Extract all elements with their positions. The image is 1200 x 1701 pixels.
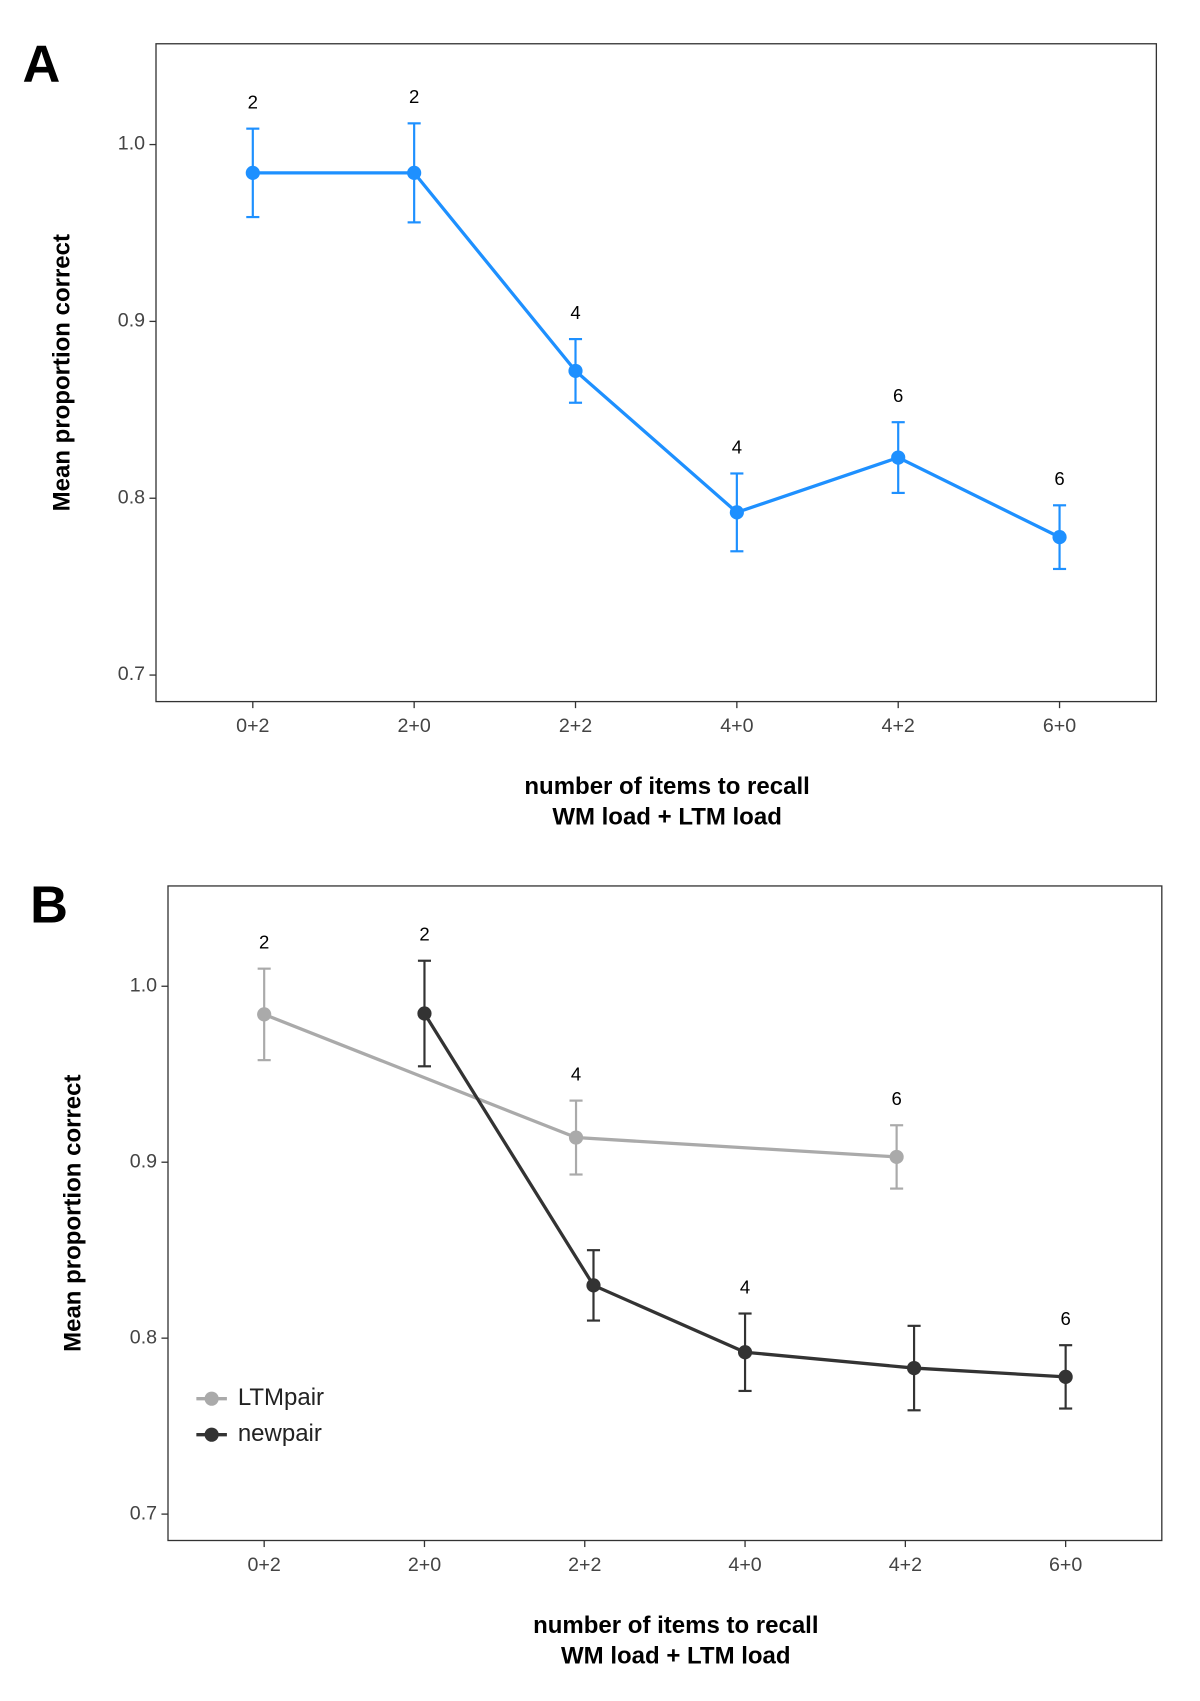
point	[245, 165, 260, 180]
x-tick-label: 2+0	[408, 1554, 441, 1576]
point-label: 6	[1060, 1308, 1070, 1329]
plot-border	[155, 43, 1158, 703]
point	[729, 505, 744, 520]
point	[417, 1006, 432, 1021]
point-label: 6	[891, 1088, 901, 1109]
point-label: 2	[259, 931, 269, 952]
y-axis-title: Mean proportion correct	[49, 234, 76, 511]
point	[1058, 1369, 1073, 1384]
x-axis-title: number of items to recall	[533, 1612, 818, 1639]
point-label: 4	[570, 302, 580, 323]
x-axis-title: WM load + LTM load	[552, 804, 782, 831]
x-tick-label: 4+0	[728, 1554, 761, 1576]
legend-marker	[204, 1427, 219, 1442]
point	[257, 1007, 272, 1022]
point	[1052, 530, 1067, 545]
y-tick-label: 0.9	[118, 310, 145, 332]
y-tick-label: 0.7	[130, 1502, 157, 1524]
x-tick-label: 0+2	[248, 1554, 281, 1576]
x-tick-label: 2+0	[398, 715, 431, 737]
x-axis-title: number of items to recall	[524, 773, 809, 800]
point	[737, 1345, 753, 1360]
point-label: 4	[571, 1063, 581, 1084]
point-label: 6	[1054, 468, 1064, 489]
panel-label: A	[23, 36, 61, 94]
y-tick-label: 1.0	[118, 133, 145, 155]
point-label: 2	[419, 924, 429, 945]
x-tick-label: 6+0	[1043, 715, 1076, 737]
legend-label: newpair	[238, 1420, 322, 1447]
plot-border	[167, 885, 1163, 1542]
point	[586, 1278, 601, 1293]
point	[568, 1130, 584, 1145]
legend-marker	[204, 1391, 219, 1406]
y-tick-label: 0.9	[130, 1150, 157, 1172]
x-tick-label: 2+2	[559, 715, 592, 737]
y-tick-label: 0.8	[130, 1326, 157, 1348]
x-tick-label: 4+0	[720, 715, 753, 737]
y-axis-title: Mean proportion correct	[60, 1075, 87, 1352]
point	[906, 1360, 922, 1376]
point	[889, 1149, 904, 1165]
point	[891, 450, 906, 465]
point	[407, 165, 422, 180]
y-tick-label: 1.0	[130, 974, 157, 996]
y-tick-label: 0.7	[118, 663, 145, 685]
y-tick-label: 0.8	[118, 486, 145, 508]
point-label: 6	[893, 385, 903, 406]
x-tick-label: 6+0	[1049, 1554, 1082, 1576]
point-label: 4	[732, 436, 742, 457]
point-label: 2	[409, 86, 419, 107]
x-axis-title: WM load + LTM load	[561, 1643, 791, 1670]
x-tick-label: 2+2	[568, 1554, 601, 1576]
point	[568, 363, 583, 379]
legend-label: LTMpair	[238, 1384, 324, 1411]
x-tick-label: 4+2	[882, 715, 915, 737]
panel-label: B	[30, 877, 68, 935]
x-tick-label: 0+2	[236, 715, 269, 737]
point-label: 4	[740, 1276, 750, 1297]
series-line	[252, 171, 1061, 539]
point-label: 2	[248, 91, 258, 112]
x-tick-label: 4+2	[889, 1554, 922, 1576]
